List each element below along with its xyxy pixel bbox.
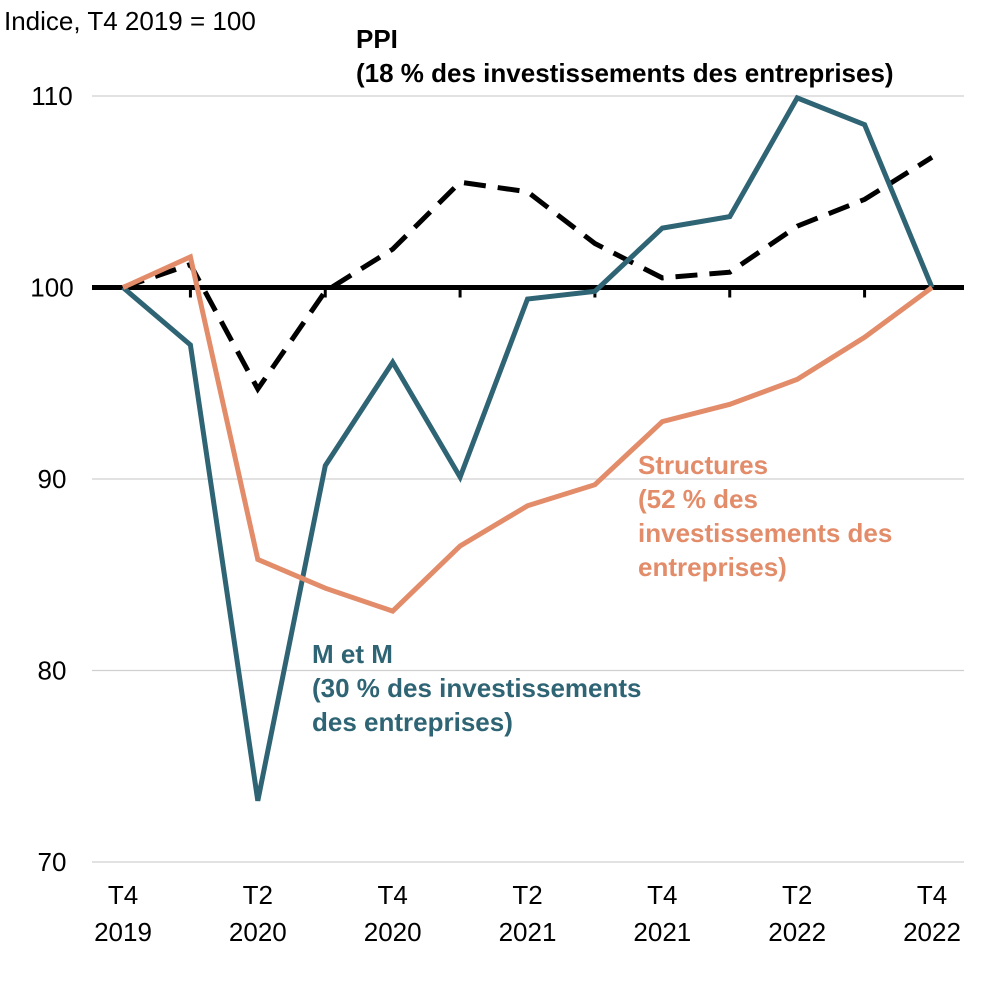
x-tick-label-year: 2022 [903,917,961,947]
y-axis-title: Indice, T4 2019 = 100 [4,6,256,36]
x-tick-label-quarter: T4 [108,880,138,910]
y-tick-label-100: 100 [30,273,73,303]
series-label-ppi: PPI (18 % des investissements des entrepr… [356,24,894,88]
series-label-structures: Structures (52 % des investissements des en… [638,450,892,582]
series-label-line: investissements des [638,518,892,548]
series-label-line: (30 % des investissements [312,673,642,703]
y-tick-label-110: 110 [31,81,72,111]
series-lines [121,94,935,802]
series-label-line: des entreprises) [312,707,513,737]
x-tick-label-quarter: T2 [512,880,542,910]
series-label-line: PPI [356,24,398,54]
x-tick-label-year: 2021 [633,917,691,947]
x-tick-label-year: 2022 [768,917,826,947]
x-tick-label-year: 2019 [94,917,152,947]
x-tick-label-quarter: T4 [377,880,407,910]
x-tick-label-quarter: T4 [647,880,677,910]
axes: 70 80 90 100 110 T4 2019 T2 2020 T4 2020 T2 2021 T4 20… [30,81,964,947]
x-tick-label-quarter: T2 [782,880,812,910]
series-label-line: (18 % des investissements des entreprise… [356,58,894,88]
y-tick-label-70: 70 [38,847,67,877]
series-line-structures [121,253,934,614]
series-label-line: M et M [312,639,393,669]
series-label-line: (52 % des [638,484,758,514]
x-tick-label-quarter: T4 [917,880,947,910]
y-tick-label-90: 90 [38,464,67,494]
y-tick-label-80: 80 [38,656,67,686]
series-line-ppi [122,155,934,394]
series-labels: PPI (18 % des investissements des entrepr… [312,24,894,737]
series-label-line: Structures [638,450,768,480]
x-tick-label-year: 2020 [364,917,422,947]
x-tick-label-year: 2021 [499,917,557,947]
x-tick-label-quarter: T2 [243,880,273,910]
series-label-m-et-m: M et M (30 % des investissements des entre… [312,639,642,737]
series-line-m-et-m [121,94,935,802]
x-tick-label-year: 2020 [229,917,287,947]
series-label-line: entreprises) [638,552,787,582]
